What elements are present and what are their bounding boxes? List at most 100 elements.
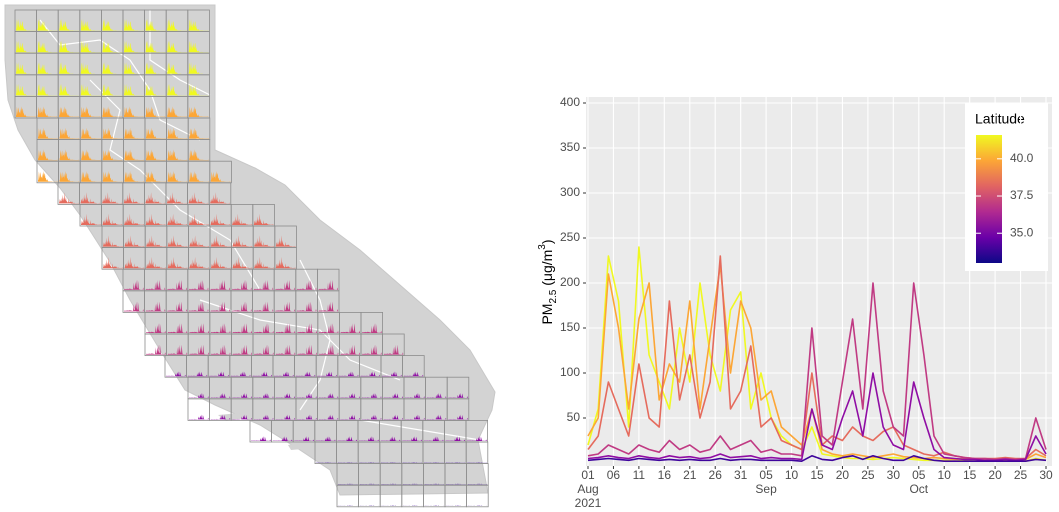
glyph <box>254 344 274 355</box>
x-period-label: Sep <box>755 482 777 496</box>
glyph <box>232 256 253 269</box>
glyph <box>102 106 122 117</box>
glyph <box>232 235 253 247</box>
glyph <box>297 344 317 355</box>
glyph <box>361 414 382 420</box>
glyph <box>315 436 336 441</box>
glyph <box>383 344 404 355</box>
glyph <box>362 323 382 333</box>
glyph <box>467 436 487 441</box>
glyph <box>445 436 465 441</box>
glyph <box>297 323 317 333</box>
glyph <box>297 414 317 420</box>
glyph <box>252 371 272 377</box>
glyph <box>232 392 252 398</box>
glyph <box>124 83 144 96</box>
glyph <box>210 414 231 420</box>
glyph <box>59 62 79 74</box>
glyph <box>145 83 166 96</box>
glyph <box>102 213 123 225</box>
glyph <box>294 436 314 441</box>
glyph <box>340 344 360 355</box>
glyph <box>146 256 166 269</box>
glyph <box>189 414 209 420</box>
glyph <box>37 62 58 74</box>
glyph <box>211 235 231 247</box>
glyph <box>167 323 188 333</box>
glyph <box>146 149 166 161</box>
glyph <box>210 392 231 398</box>
glyph <box>423 436 444 441</box>
glyph <box>275 280 295 290</box>
glyph <box>146 171 166 182</box>
glyph <box>80 40 101 53</box>
glyph <box>337 436 357 441</box>
x-tick-label: 20 <box>988 468 1002 482</box>
glyph <box>318 280 338 290</box>
glyph <box>146 235 166 247</box>
glyph <box>253 414 274 420</box>
glyph <box>189 256 209 269</box>
glyph <box>59 83 79 96</box>
glyph <box>361 392 382 398</box>
glyph <box>211 256 231 269</box>
glyph <box>210 280 230 290</box>
glyph <box>102 192 122 204</box>
glyph <box>251 436 271 441</box>
glyph <box>340 414 360 420</box>
glyph <box>254 256 274 269</box>
glyph <box>426 392 447 398</box>
glyph <box>405 414 425 420</box>
glyph <box>124 301 144 312</box>
glyph <box>189 344 209 355</box>
county-line <box>299 259 331 411</box>
glyph <box>405 392 425 398</box>
glyph <box>167 106 187 117</box>
glyph <box>81 213 101 225</box>
glyph <box>232 344 252 355</box>
glyph <box>37 18 58 31</box>
glyph <box>167 344 188 355</box>
glyph <box>167 171 188 182</box>
glyph <box>318 323 339 333</box>
glyph <box>103 256 123 269</box>
y-tick-label: 250 <box>560 230 580 244</box>
glyph <box>166 371 186 377</box>
glyph <box>80 62 101 74</box>
glyph <box>254 235 274 247</box>
grid-cell <box>187 398 211 421</box>
glyph <box>80 18 101 31</box>
glyph <box>232 280 252 290</box>
x-tick-label: 30 <box>1039 468 1053 482</box>
glyph <box>232 213 252 225</box>
series-line <box>587 372 1047 462</box>
glyph <box>189 127 209 139</box>
glyph <box>37 83 58 96</box>
x-tick-label: 10 <box>938 468 952 482</box>
y-tick-label: 100 <box>560 365 580 379</box>
x-tick-label: 21 <box>683 468 697 482</box>
glyph <box>81 149 101 161</box>
x-tick-label: 05 <box>912 468 926 482</box>
glyph <box>167 127 188 139</box>
colorbar-label: 40.0 <box>1010 151 1034 165</box>
glyph <box>275 414 295 420</box>
glyph <box>124 106 144 117</box>
glyph <box>317 371 337 377</box>
x-period-label: Aug <box>577 482 598 496</box>
glyph <box>189 235 209 247</box>
glyph <box>188 83 209 96</box>
glyph <box>426 414 447 420</box>
glyph <box>448 414 468 420</box>
glyph <box>124 256 145 269</box>
y-tick-label: 350 <box>560 140 580 154</box>
glyph <box>124 213 144 225</box>
glyph <box>145 192 165 204</box>
glyph <box>189 323 209 333</box>
glyph <box>210 323 231 333</box>
glyph <box>209 371 229 377</box>
glyph <box>102 83 122 96</box>
glyph <box>362 344 382 355</box>
glyph <box>124 127 144 139</box>
glyph <box>16 18 36 31</box>
